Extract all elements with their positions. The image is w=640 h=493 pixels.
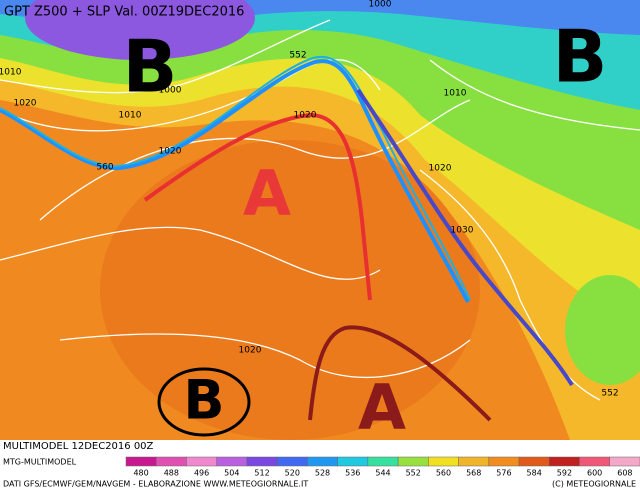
credits: DATI GFS/ECMWF/GEM/NAVGEM - ELABORAZIONE…: [3, 480, 308, 489]
isobar: [429, 59, 640, 131]
footer-bg: [0, 440, 640, 493]
isobar: [0, 19, 331, 94]
map: [0, 0, 640, 440]
isobar-label: 1020: [159, 147, 182, 157]
colorbar-label: 552: [406, 469, 421, 478]
colorbar-swatch: [276, 456, 308, 467]
colorbar-label: 576: [496, 469, 511, 478]
model-label: MTG-MULTIMODEL: [3, 458, 77, 467]
isobar-label: 1020: [239, 346, 262, 356]
isobar-label: 1020: [14, 99, 37, 109]
cold-core: [25, 0, 255, 60]
colorbar-label: 496: [194, 469, 209, 478]
run-label: MULTIMODEL 12DEC2016 00Z: [3, 441, 154, 452]
isobar: [0, 226, 381, 280]
isobar-label: 30: [142, 39, 154, 49]
colorbar-label: 520: [285, 469, 300, 478]
isobar-label: 552: [601, 389, 618, 399]
isobar-label: 1020: [429, 164, 452, 174]
colorbar-swatch: [609, 456, 640, 467]
colorbar-label: 560: [436, 469, 451, 478]
colorbar-label: 480: [133, 469, 148, 478]
isobar-label: 560: [96, 163, 113, 173]
colorbar-label: 568: [466, 469, 481, 478]
pressure-center: B: [123, 25, 178, 109]
isobar: [59, 333, 471, 378]
warm-core: [100, 140, 480, 440]
isobar-label: 1000: [369, 0, 392, 10]
isobar-label: 1000: [159, 86, 182, 96]
colorbar-swatch: [458, 456, 490, 467]
trough-line: [0, 59, 470, 303]
trough-line: [356, 88, 574, 387]
ridge-line: [308, 325, 492, 422]
isobar: [39, 99, 471, 221]
pressure-center: A: [358, 371, 406, 444]
copyright: (C) METEOGIORNALE: [552, 480, 636, 489]
colorbar-swatch: [216, 456, 248, 467]
colorbar-swatch: [307, 456, 338, 467]
band: [565, 275, 640, 385]
isobar-label: 1020: [294, 111, 317, 121]
colorbar-swatch: [337, 456, 369, 467]
ridge-line: [143, 112, 372, 301]
isobar-label: 1010: [119, 111, 142, 121]
colorbar-label: 528: [315, 469, 330, 478]
colorbar-swatch: [579, 456, 611, 467]
colorbar-swatch: [488, 456, 520, 467]
pressure-center: A: [243, 157, 291, 230]
colorbar-swatch: [186, 456, 217, 467]
colorbar-label: 544: [375, 469, 390, 478]
colorbar-label: 504: [224, 469, 239, 478]
isobar-label: 1010: [444, 89, 467, 99]
colorbar-swatch: [125, 456, 157, 467]
trough-line: [0, 55, 471, 301]
colorbar-swatch: [367, 456, 399, 467]
colorbar-swatch: [397, 456, 429, 467]
isobar-label: 552: [289, 51, 306, 61]
isobar-label: 1010: [0, 68, 22, 78]
pressure-center: B: [553, 15, 608, 99]
colorbar-swatch: [549, 456, 580, 467]
colorbar-swatch: [518, 456, 550, 467]
colorbar-label: 592: [557, 469, 572, 478]
colorbar-swatch: [155, 456, 187, 467]
isobar-label: 1030: [451, 226, 474, 236]
colorbar-label: 536: [345, 469, 360, 478]
colorbar-label: 584: [527, 469, 542, 478]
colorbar-label: 512: [254, 469, 269, 478]
pressure-center: B: [183, 369, 224, 432]
colorbar-swatch: [246, 456, 278, 467]
colorbar-label: 600: [587, 469, 602, 478]
colorbar-label: 608: [617, 469, 632, 478]
low-circle: [157, 367, 251, 437]
colorbar-swatch: [428, 456, 459, 467]
title: GPT Z500 + SLP Val. 00Z19DEC2016: [4, 5, 244, 20]
colorbar-label: 488: [164, 469, 179, 478]
